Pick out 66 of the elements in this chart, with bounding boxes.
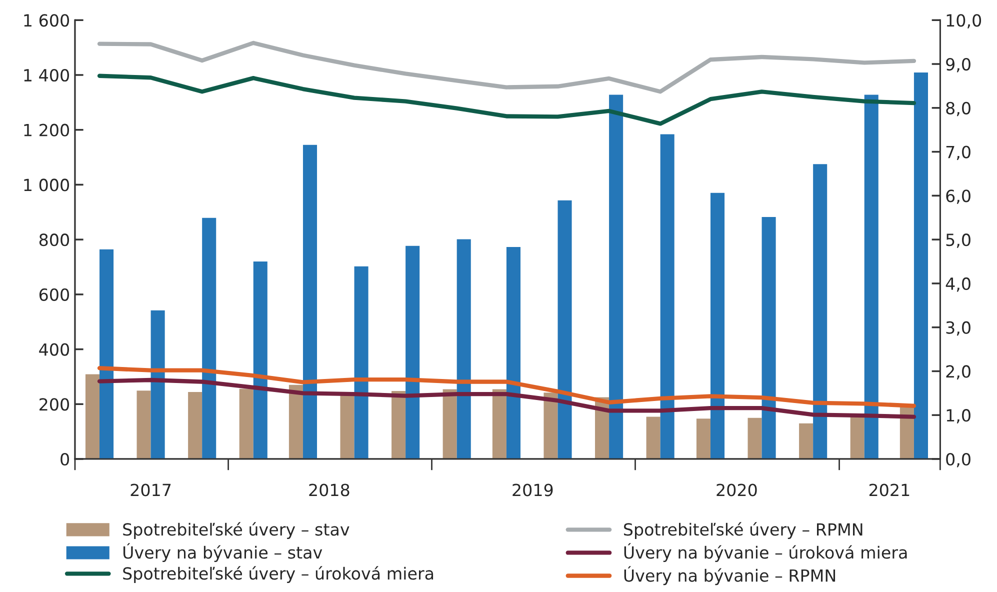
bar	[506, 246, 520, 459]
y2-tick-label: 10,0	[946, 14, 982, 28]
line-series	[97, 40, 916, 94]
legend-label: Úvery na bývanie – RPMN	[624, 566, 836, 586]
y-tick-label: 0	[60, 452, 70, 466]
bar	[492, 389, 506, 459]
line-series	[97, 74, 916, 126]
bar	[813, 164, 828, 459]
legend-label: Úvery na bývanie – úroková miera	[624, 543, 907, 562]
bar	[799, 423, 814, 459]
x-tick-label: 2018	[309, 484, 350, 496]
bar	[239, 388, 254, 459]
bar	[100, 249, 114, 459]
y2-tick-label: 6,0	[946, 190, 970, 204]
y-tick-label: 200	[40, 398, 70, 411]
x-tick-label: 2020	[716, 484, 757, 496]
y-tick-label: 600	[39, 288, 70, 301]
x-tick-label: 2019	[512, 484, 553, 496]
bar	[442, 389, 457, 459]
bar	[646, 416, 660, 459]
bar	[253, 261, 268, 459]
y2-tick-label: 4,0	[946, 277, 970, 292]
y-tick-label: 1 400	[24, 68, 70, 82]
bar	[544, 392, 558, 459]
y-tick-label: 1 000	[24, 178, 70, 192]
y2-tick-label: 8,0	[946, 102, 970, 116]
bar	[150, 310, 165, 459]
bar	[696, 418, 710, 459]
bar	[456, 239, 471, 459]
line-series	[97, 366, 916, 408]
bar	[558, 200, 572, 459]
x-tick-label: 2017	[130, 484, 171, 496]
y2-tick-label: 1,0	[946, 409, 970, 424]
bar	[302, 144, 318, 459]
bar	[354, 266, 368, 459]
bar	[762, 217, 776, 459]
y2-tick-label: 3,0	[946, 321, 970, 336]
y2-tick-label: 9,0	[946, 58, 970, 72]
bar	[202, 218, 216, 459]
y-tick-label: 1 600	[24, 14, 70, 27]
y-tick-label: 800	[39, 234, 70, 246]
legend-label: Úvery na bývanie – stav	[123, 543, 322, 562]
bar	[748, 418, 762, 459]
bar	[392, 390, 406, 459]
bar	[710, 192, 725, 459]
bar	[288, 384, 303, 459]
bar	[660, 134, 674, 459]
legend-label: Spotrebiteľské úvery – úroková miera	[123, 566, 434, 583]
legend-label: Spotrebiteľské úvery – stav	[123, 522, 350, 539]
legend-label: Spotrebiteľské úvery – RPMN	[624, 522, 862, 539]
bar	[85, 374, 100, 459]
y-tick-label: 400	[39, 343, 70, 356]
bar	[914, 72, 928, 459]
bar	[136, 390, 151, 459]
y2-tick-label: 2,0	[946, 365, 970, 380]
bar	[609, 94, 624, 459]
bar	[850, 415, 864, 459]
y-tick-label: 1 200	[24, 124, 70, 136]
y2-tick-label: 7,0	[946, 146, 970, 160]
y2-tick-label: 0,0	[946, 452, 970, 468]
y2-tick-label: 5,0	[946, 234, 970, 248]
bar	[406, 246, 420, 459]
bar	[188, 392, 202, 459]
x-tick-label: 2021	[869, 484, 910, 496]
line-series	[97, 378, 916, 419]
bar	[864, 94, 878, 459]
